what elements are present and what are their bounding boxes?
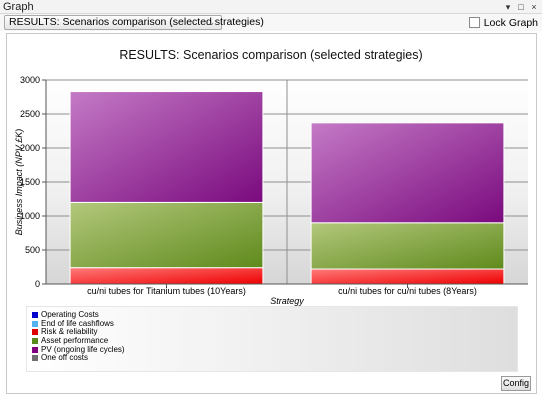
window-titlebar: Graph ▾ □ × (0, 0, 542, 14)
legend-swatch (32, 329, 38, 336)
graph-selector-value: RESULTS: Scenarios comparison (selected … (9, 16, 264, 28)
legend-label: PV (ongoing life cycles) (41, 344, 125, 354)
legend-item: Asset performance (27, 337, 517, 346)
y-tick-label: 2500 (20, 109, 40, 119)
bar-risk-reliability[interactable] (310, 268, 505, 285)
legend-swatch (32, 338, 38, 345)
y-tick-label: 1000 (20, 211, 40, 221)
bar-asset-performance[interactable] (69, 201, 264, 269)
window-controls: ▾ □ × (504, 0, 538, 14)
axes-group: 0 500 1000 1500 2000 2500 3000 cu/ni tubes for … (14, 75, 528, 306)
y-tick-label: 500 (25, 245, 40, 255)
window-title: Graph (3, 1, 34, 13)
legend-item: One off costs (27, 354, 517, 363)
legend-swatch (32, 346, 38, 353)
bar-pv-ongoing-life-cycles[interactable] (310, 122, 505, 224)
close-icon[interactable]: × (531, 2, 537, 12)
y-tick-label: 0 (35, 279, 40, 289)
y-tick-label: 2000 (20, 143, 40, 153)
x-tick-label: cu/ni tubes for cu/ni tubes (8Years) (338, 286, 477, 296)
lock-graph-checkbox[interactable] (468, 17, 480, 28)
legend-swatch (32, 355, 38, 362)
maximize-icon[interactable]: □ (518, 2, 524, 12)
bar-pv-ongoing-life-cycles[interactable] (69, 91, 264, 203)
dropdown-arrow-icon[interactable]: ▾ (505, 2, 511, 12)
x-tick-label: cu/ni tubes for Titanium tubes (10Years) (87, 286, 246, 296)
chevron-down-icon: ⌄ (208, 18, 215, 27)
legend-item: Operating Costs (27, 311, 517, 320)
y-tick-label: 1500 (20, 177, 40, 187)
chart-legend: Operating Costs End of life cashflows Risk… (26, 306, 518, 372)
graph-selector-dropdown[interactable]: RESULTS: Scenarios comparison (selected … (4, 15, 264, 30)
bar-risk-reliability[interactable] (69, 267, 264, 285)
y-axis-title: Business Impact (NPV £K) (14, 129, 24, 236)
legend-label: Operating Costs (41, 310, 99, 320)
bars-group (69, 91, 505, 285)
graph-toolbar: RESULTS: Scenarios comparison (selected … (0, 14, 542, 31)
lock-graph-label: Lock Graph (483, 16, 538, 29)
legend-swatch (32, 312, 38, 319)
config-button[interactable]: Config (501, 376, 531, 391)
legend-label: Asset performance (41, 336, 109, 346)
legend-swatch (32, 320, 38, 327)
legend-item: PV (ongoing life cycles) (27, 345, 517, 354)
legend-label: End of life cashflows (41, 318, 114, 328)
chart-title: RESULTS: Scenarios comparison (selected … (119, 48, 423, 62)
legend-item: Risk & reliability (27, 328, 517, 337)
lock-graph-toggle[interactable]: Lock Graph (468, 16, 538, 29)
legend-label: One off costs (41, 353, 88, 363)
y-tick-label: 3000 (20, 75, 40, 85)
bar-asset-performance[interactable] (310, 222, 505, 270)
x-axis-title: Strategy (270, 296, 304, 306)
legend-label: Risk & reliability (41, 327, 98, 337)
legend-item: End of life cashflows (27, 318, 517, 329)
